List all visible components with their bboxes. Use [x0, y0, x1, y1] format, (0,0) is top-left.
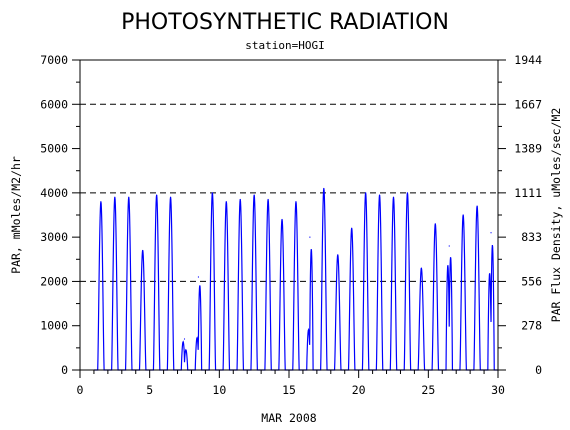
y2-tick-label: 0	[535, 363, 542, 377]
daily-peak-point	[225, 201, 227, 203]
x-tick-label: 0	[77, 383, 84, 397]
y2-tick-label: 1111	[514, 186, 542, 200]
daily-peak-point	[476, 205, 478, 207]
daily-peak-point	[462, 214, 464, 216]
y-tick-label: 4000	[40, 186, 68, 200]
daily-peak-point	[406, 192, 409, 194]
daily-peak-point	[100, 201, 102, 203]
daily-peak-point	[197, 276, 200, 278]
daily-peak-point	[378, 194, 381, 196]
daily-peak-point	[309, 236, 311, 238]
daily-peak-point	[267, 198, 269, 201]
daily-peak-point	[281, 218, 283, 221]
y-tick-label: 6000	[40, 97, 68, 111]
y2-tick-label: 556	[521, 274, 542, 288]
daily-peak-point	[239, 198, 241, 201]
x-axis: 0 5 10 15 20 25 30	[77, 370, 505, 397]
daily-peak-point	[295, 201, 297, 203]
x-tick-label: 30	[491, 383, 505, 397]
daily-peak-point	[156, 194, 158, 196]
y-tick-label: 3000	[40, 230, 68, 244]
daily-peak-point	[114, 196, 116, 198]
x-tick-label: 25	[421, 383, 435, 397]
daily-peak-point	[365, 192, 367, 194]
daily-peak-point	[434, 223, 436, 225]
chart-title: PHOTOSYNTHETIC RADIATION	[121, 10, 449, 35]
x-axis-label: MAR 2008	[261, 411, 316, 425]
y-axis-right: 0 278 556 833 1111 1389 1667 1944	[498, 53, 542, 377]
daily-peak-point	[490, 232, 492, 234]
daily-peak-point	[392, 196, 395, 198]
y2-tick-label: 278	[521, 319, 542, 333]
daily-peak-point	[323, 187, 325, 190]
y2-tick-label: 1389	[514, 142, 542, 156]
daily-peak-point	[351, 227, 353, 229]
y-tick-label: 5000	[40, 142, 68, 156]
plot-frame	[79, 59, 499, 371]
x-tick-label: 20	[352, 383, 366, 397]
daily-peak-point	[211, 192, 213, 194]
daily-peak-point	[183, 338, 186, 340]
daily-peak-point	[448, 245, 450, 247]
x-tick-label: 10	[212, 383, 226, 397]
series-par	[93, 187, 498, 371]
y2-tick-label: 833	[521, 230, 542, 244]
y2-tick-label: 1667	[514, 97, 542, 111]
y-axis-label-left: PAR, mMoles/M2/hr	[9, 156, 23, 274]
y-tick-label: 0	[61, 363, 68, 377]
daily-peak-point	[142, 249, 144, 252]
daily-peak-point	[337, 254, 339, 256]
y-tick-label: 2000	[40, 274, 68, 288]
daily-peak-point	[169, 196, 172, 198]
daily-peak-point	[420, 267, 422, 269]
x-tick-label: 5	[146, 383, 153, 397]
y2-tick-label: 1944	[514, 53, 542, 67]
y-axis-label-right: PAR Flux Density, uMoles/sec/M2	[549, 108, 563, 323]
y-axis-left: 0 1000 2000 3000 4000 5000 6000 7000	[40, 53, 80, 377]
y-tick-label: 1000	[40, 319, 68, 333]
par-line	[93, 188, 498, 371]
daily-peak-point	[253, 194, 255, 196]
x-tick-label: 15	[282, 383, 296, 397]
daily-peak-point	[128, 196, 130, 198]
chart-subtitle: station=HOGI	[245, 39, 324, 52]
y-tick-label: 7000	[40, 53, 68, 67]
